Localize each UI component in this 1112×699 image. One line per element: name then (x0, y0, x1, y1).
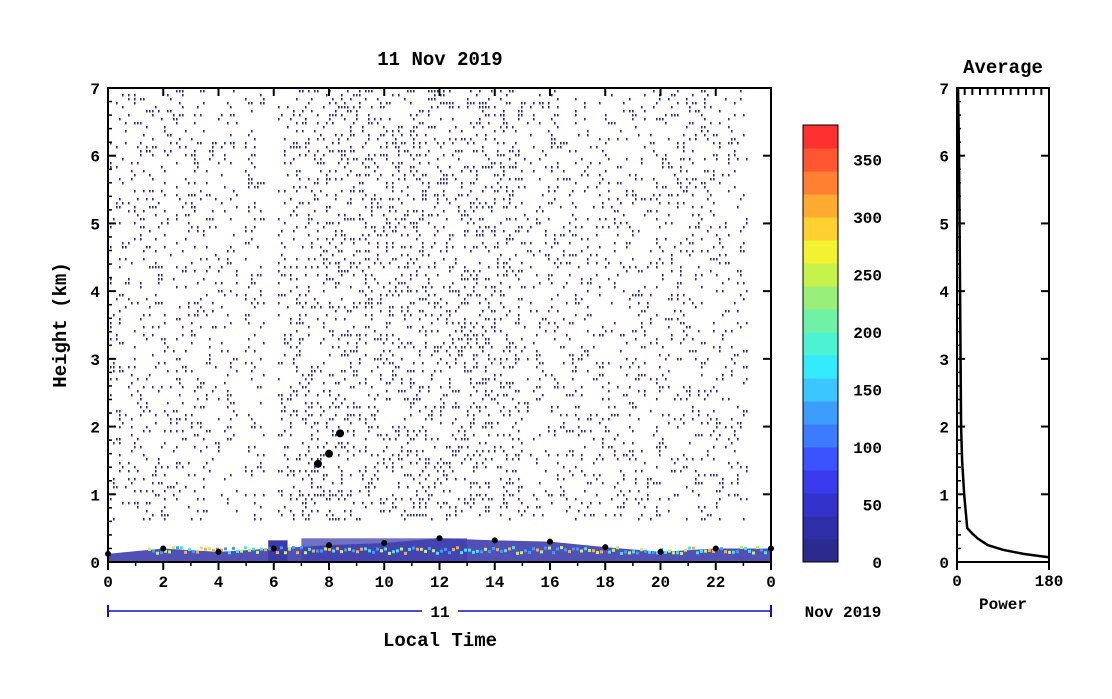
y-tick-label: 7 (90, 81, 100, 99)
elevated-layer-point (325, 449, 333, 458)
colorbar-tick-label: 50 (863, 498, 882, 516)
boundary-layer-fill (108, 538, 771, 562)
x-tick-label: 16 (540, 574, 559, 592)
colorbar-tick-label: 300 (853, 210, 882, 228)
colorbar-swatch (803, 148, 838, 172)
bl-height-point (657, 548, 664, 555)
colorbar-swatch (803, 355, 838, 379)
main-chart-title: 11 Nov 2019 (377, 49, 502, 71)
bl-height-point (381, 540, 388, 547)
average-panel-title: Average (963, 57, 1043, 79)
colorbar-swatch (803, 217, 838, 241)
bl-height-point (602, 544, 609, 551)
main-plot-frame (107, 87, 772, 563)
x-tick-label: 10 (375, 574, 394, 592)
date-axis-month-label: Nov 2019 (805, 604, 882, 622)
x-tick-label: 12 (430, 574, 449, 592)
colorbar-swatch (803, 447, 838, 471)
bl-height-point (326, 542, 332, 549)
colorbar-swatch (803, 516, 838, 540)
bl-height-point (270, 545, 277, 552)
colorbar-swatch (803, 378, 838, 402)
colorbar-swatch (803, 424, 838, 448)
bl-height-point (215, 548, 222, 555)
colorbar: 0 50 100 150 200 250 300 350 (802, 124, 882, 573)
x-tick-label: 18 (596, 574, 615, 592)
colorbar-swatch (803, 240, 838, 264)
avg-y-tick-label: 0 (939, 555, 949, 573)
colorbar-frame (802, 124, 839, 563)
y-tick-label: 1 (90, 487, 100, 505)
colorbar-swatch (803, 401, 838, 425)
bl-height-point (436, 535, 443, 542)
average-x-axis-label: Power (979, 596, 1027, 614)
bl-height-point (712, 545, 719, 552)
colorbar-swatch (803, 171, 838, 195)
average-plot-frame (956, 87, 1050, 563)
colorbar-swatch (803, 493, 838, 517)
colorbar-tick-label: 250 (853, 268, 882, 286)
colorbar-swatch (803, 194, 838, 218)
avg-y-tick-label: 2 (939, 420, 949, 438)
colorbar-swatch (803, 286, 838, 310)
y-tick-label: 4 (90, 284, 100, 302)
noise-speckle (110, 90, 748, 521)
colorbar-tick-label: 100 (853, 440, 882, 458)
x-tick-label: 0 (103, 574, 113, 592)
avg-y-tick-label: 5 (939, 216, 949, 234)
x-tick-label: 2 (158, 574, 168, 592)
colorbar-swatch (803, 309, 838, 333)
y-tick-label: 6 (90, 149, 100, 167)
colorbar-swatch (803, 263, 838, 287)
y-axis-label: Height (km) (50, 262, 72, 387)
colorbar-swatch (803, 125, 838, 149)
x-tick-label: 20 (651, 574, 670, 592)
colorbar-tick-label: 200 (853, 325, 882, 343)
average-profile-plot: 0 1 2 3 4 5 6 7 0 180 (939, 81, 1063, 591)
x-axis-label: Local Time (383, 630, 497, 652)
avg-x-tick-label: 180 (1035, 573, 1064, 591)
bl-height-point (160, 545, 167, 552)
avg-y-tick-label: 3 (939, 352, 949, 370)
y-tick-label: 0 (90, 555, 100, 573)
colorbar-tick-label: 350 (853, 153, 882, 171)
avg-y-tick-label: 4 (939, 284, 949, 302)
x-tick-label: 4 (214, 574, 224, 592)
x-tick-label: 14 (485, 574, 505, 592)
avg-x-tick-label: 0 (952, 573, 962, 591)
colorbar-swatch (803, 539, 838, 563)
colorbar-swatch (803, 332, 838, 356)
colorbar-tick-label: 0 (872, 555, 882, 573)
y-tick-label: 2 (90, 420, 100, 438)
x-tick-label: 0 (766, 574, 776, 592)
avg-y-tick-label: 7 (939, 81, 949, 99)
avg-y-tick-label: 6 (939, 149, 949, 167)
bl-height-point (547, 538, 553, 545)
avg-y-tick-label: 1 (939, 487, 949, 505)
x-tick-label: 6 (269, 574, 279, 592)
y-tick-label: 5 (90, 216, 100, 234)
y-tick-label: 3 (90, 352, 100, 370)
bl-height-point (491, 537, 498, 544)
average-profile-line (956, 87, 1050, 559)
colorbar-swatch (803, 470, 838, 494)
x-tick-label: 8 (324, 574, 334, 592)
date-axis-day-label: 11 (430, 604, 449, 622)
elevated-layer-point (336, 429, 345, 438)
colorbar-tick-label: 150 (853, 383, 882, 401)
x-tick-label: 22 (706, 574, 725, 592)
elevated-layer-point (313, 459, 322, 468)
